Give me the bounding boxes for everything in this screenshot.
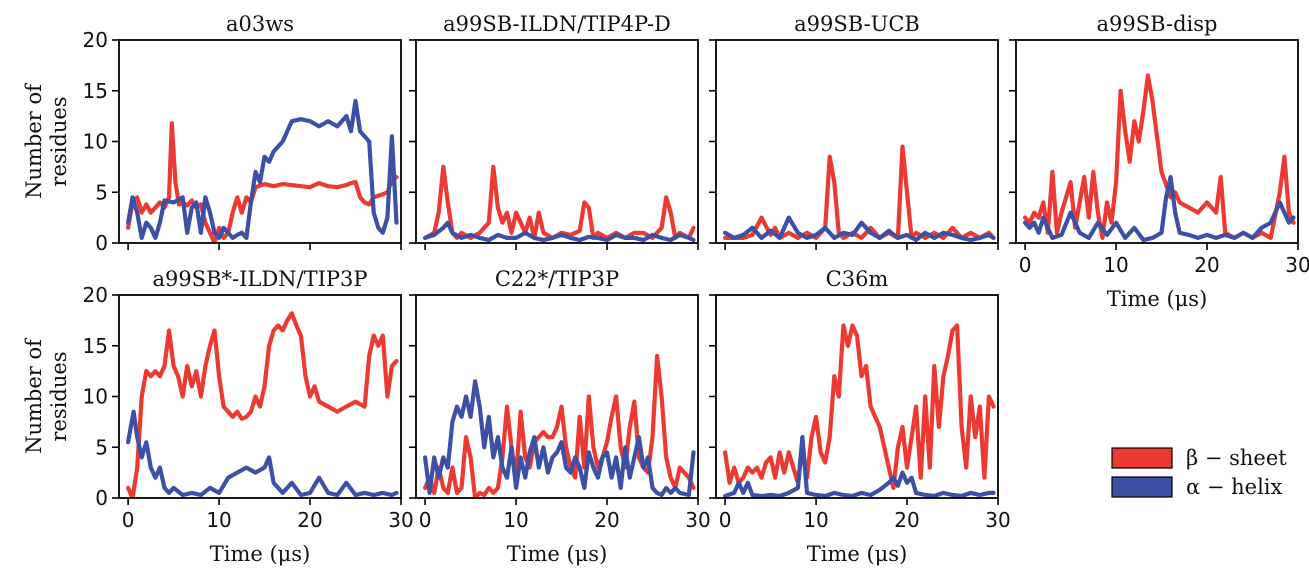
panel-c22-tip3p: C22*/TIP3P 0 10 20 30 Time (μs) [409, 267, 711, 566]
legend-item-alpha-helix: α − helix [1111, 475, 1283, 499]
legend-item-beta-sheet: β − sheet [1111, 446, 1287, 470]
y-axis-label: Number ofresidues [22, 337, 71, 454]
panel-a99sb-ucb: a99SB-UCB [709, 12, 999, 250]
y-tick-label: 15 [83, 334, 108, 358]
x-tick-label: 0 [419, 508, 432, 532]
y-tick-label: 15 [83, 79, 108, 103]
y-axis-labels: Number ofresidues Number ofresidues [22, 82, 71, 454]
x-tick-label: 20 [894, 508, 919, 532]
series-line-beta-sheet [423, 353, 696, 498]
x-tick-label: 20 [297, 508, 322, 532]
y-tick-label: 0 [95, 231, 108, 255]
x-tick-label: 30 [685, 508, 710, 532]
x-tick-label: 0 [719, 508, 732, 532]
series-line-beta-sheet [423, 164, 696, 240]
y-tick-label: 5 [95, 180, 108, 204]
panel-title: C22*/TIP3P [495, 267, 619, 291]
series-line-alpha-helix [723, 215, 996, 243]
panels: a03ws 0 5 10 15 20 a99SB-ILDN/TIP4P-D a99SB-UCB… [83, 12, 1309, 566]
panel-title: a99SB-disp [1097, 12, 1218, 36]
x-tick-label: 20 [1194, 253, 1219, 277]
panel-title: a03ws [226, 12, 294, 36]
y-tick-label: 10 [83, 385, 108, 409]
x-tick-label: 20 [594, 508, 619, 532]
axes-frame [415, 39, 699, 244]
panel-title: C36m [826, 267, 889, 291]
panel-a99sb-disp: a99SB-disp 0 10 20 30 Time (μs) [1009, 12, 1309, 311]
x-axis-label: Time (μs) [1107, 287, 1208, 311]
series-line-beta-sheet [126, 311, 399, 498]
legend-swatch [1111, 476, 1173, 498]
y-tick-label: 20 [83, 28, 108, 52]
panel-title: a99SB-ILDN/TIP4P-D [443, 12, 671, 36]
series-line-alpha-helix [1022, 174, 1296, 243]
panel-a03ws: a03ws 0 5 10 15 20 [83, 12, 402, 255]
y-tick-label: 0 [95, 486, 108, 510]
y-tick-label: 10 [83, 130, 108, 154]
series-line-beta-sheet [723, 323, 996, 490]
series-line-alpha-helix [423, 220, 696, 243]
x-tick-label: 10 [1103, 253, 1128, 277]
x-tick-label: 0 [1019, 253, 1032, 277]
legend: β − sheet α − helix [1111, 446, 1287, 499]
series-line-alpha-helix [723, 435, 996, 498]
x-axis-label: Time (μs) [807, 542, 908, 566]
x-tick-label: 10 [503, 508, 528, 532]
legend-label: β − sheet [1186, 446, 1287, 470]
legend-label: α − helix [1186, 475, 1283, 499]
series-line-beta-sheet [1022, 73, 1296, 240]
legend-swatch [1111, 447, 1173, 469]
y-tick-label: 5 [95, 435, 108, 459]
panel-title: a99SB*-ILDN/TIP3P [152, 267, 367, 291]
y-axis-label: Number ofresidues [22, 82, 71, 199]
series-line-alpha-helix [126, 98, 399, 240]
panel-a99sb-ildn-tip3p: a99SB*-ILDN/TIP3P 0 5 10 15 20 0 10 20 30 Time (μs… [83, 267, 414, 566]
x-axis-label: Time (μs) [210, 542, 311, 566]
x-axis-label: Time (μs) [507, 542, 608, 566]
x-tick-label: 0 [122, 508, 135, 532]
series-line-alpha-helix [423, 379, 696, 498]
panel-c36m: C36m 0 10 20 30 Time (μs) [709, 267, 1011, 566]
axes-frame [715, 39, 999, 244]
series-line-beta-sheet [126, 121, 399, 243]
x-tick-label: 30 [1285, 253, 1309, 277]
x-tick-label: 10 [803, 508, 828, 532]
x-tick-label: 10 [206, 508, 231, 532]
panel-title: a99SB-UCB [794, 12, 920, 36]
panel-a99sb-ildn-tip4p-d: a99SB-ILDN/TIP4P-D [409, 12, 699, 250]
x-tick-label: 30 [388, 508, 413, 532]
x-tick-label: 30 [985, 508, 1010, 532]
series-line-alpha-helix [126, 409, 399, 498]
y-tick-label: 20 [83, 283, 108, 307]
